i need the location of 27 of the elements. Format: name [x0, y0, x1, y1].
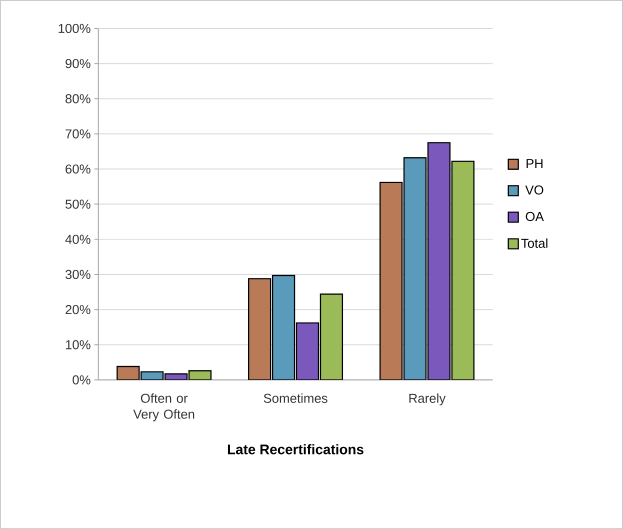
- legend-label: OA: [526, 212, 544, 221]
- y-tick-label: 0%: [72, 375, 90, 384]
- x-axis-title: Late Recertifications: [228, 444, 364, 454]
- bar: [403, 157, 427, 380]
- legend-label: Total: [521, 238, 548, 248]
- y-tick-label: 40%: [65, 234, 90, 244]
- bar: [248, 278, 272, 380]
- y-tick-label: 80%: [66, 94, 90, 104]
- y-tick-label: 20%: [66, 304, 90, 314]
- bar: [427, 142, 451, 380]
- x-tick-label: Often or Very Often: [133, 393, 194, 422]
- y-tick-label: 60%: [66, 164, 90, 174]
- y-tick-label: 30%: [65, 270, 90, 279]
- bar: [379, 182, 403, 380]
- bar: [451, 160, 474, 380]
- y-tick-label: 70%: [66, 129, 90, 138]
- x-tick-label: Rarely: [409, 393, 446, 406]
- y-tick-label: 50%: [65, 200, 90, 209]
- x-tick-label: Sometimes: [264, 393, 328, 403]
- legend-label: PH: [526, 159, 542, 168]
- bar: [320, 293, 344, 380]
- y-tick-label: 10%: [66, 340, 90, 350]
- bar: [296, 322, 320, 380]
- legend-label: VO: [525, 185, 544, 195]
- y-tick-label: 100%: [58, 24, 90, 33]
- y-tick-label: 90%: [66, 58, 90, 68]
- bar: [272, 274, 296, 380]
